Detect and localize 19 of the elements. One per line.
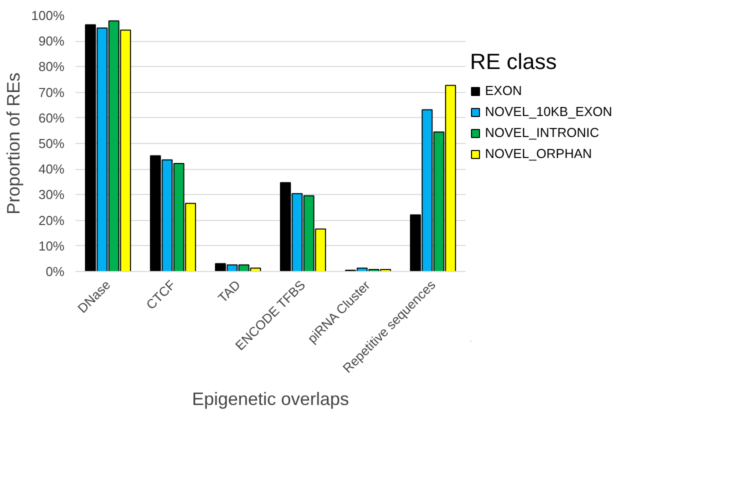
y-tick-label: 10% <box>38 238 65 254</box>
y-tick-label: 40% <box>38 162 65 177</box>
y-tick-label: 60% <box>38 110 65 126</box>
y-tick-label: 100% <box>31 8 65 23</box>
y-tick-label: 0% <box>46 264 65 279</box>
y-tick-label: 70% <box>38 84 65 100</box>
legend-label: NOVEL_10KB_EXON <box>485 104 612 119</box>
y-tick-label: 90% <box>38 34 65 49</box>
y-tick-label: 80% <box>38 59 65 74</box>
x-tick-label: TAD <box>214 277 244 306</box>
y-tick-label: 50% <box>38 136 65 151</box>
y-tick-label: 30% <box>38 187 65 202</box>
legend-label: NOVEL_INTRONIC <box>485 125 600 140</box>
x-axis-title: Epigenetic overlaps <box>192 389 350 409</box>
y-tick-label: 20% <box>38 212 65 228</box>
legend-title: RE class <box>470 49 558 75</box>
y-axis-title: Proportion of REs <box>3 72 24 215</box>
legend-label: NOVEL_ORPHAN <box>485 146 592 161</box>
legend-label: EXON <box>485 83 522 98</box>
